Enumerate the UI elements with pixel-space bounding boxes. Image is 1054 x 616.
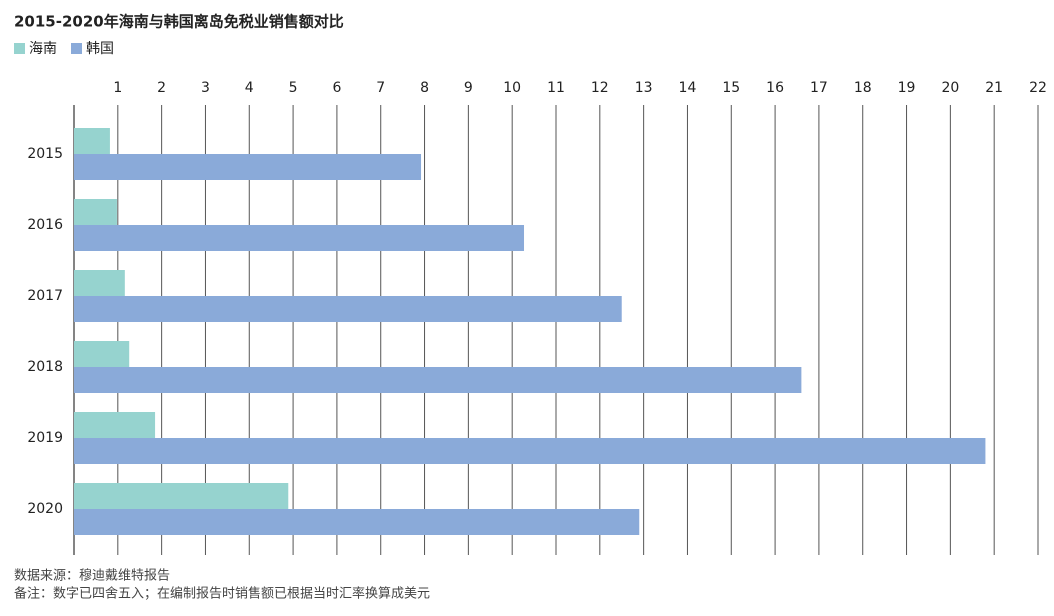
- y-tick-label: 2020: [27, 501, 63, 517]
- bar: [74, 296, 622, 322]
- x-tick-label: 8: [420, 80, 429, 96]
- legend-label: 韩国: [86, 41, 114, 57]
- bar: [74, 509, 640, 535]
- bar: [74, 270, 125, 296]
- bar: [74, 367, 802, 393]
- x-tick-label: 9: [464, 80, 473, 96]
- x-tick-label: 16: [766, 80, 784, 96]
- x-tick-label: 21: [985, 80, 1003, 96]
- x-tick-label: 13: [635, 80, 653, 96]
- note: 备注：数字已四舍五入；在编制报告时销售额已根据当时汇率换算成美元: [14, 586, 430, 602]
- y-tick-label: 2019: [27, 430, 63, 446]
- bar: [74, 128, 110, 154]
- y-tick-label: 2015: [27, 146, 63, 162]
- source: 数据来源：穆迪戴维特报告: [14, 569, 170, 584]
- legend-label: 海南: [29, 41, 57, 57]
- x-tick-label: 2: [157, 80, 166, 96]
- x-tick-label: 19: [898, 80, 916, 96]
- y-tick-label: 2016: [27, 217, 63, 233]
- bar: [74, 154, 422, 180]
- x-tick-label: 6: [332, 80, 341, 96]
- x-tick-label: 10: [503, 80, 521, 96]
- x-tick-label: 11: [547, 80, 565, 96]
- x-tick-label: 17: [810, 80, 828, 96]
- x-tick-label: 1: [113, 80, 122, 96]
- x-tick-label: 5: [289, 80, 298, 96]
- bar: [74, 341, 130, 367]
- x-tick-label: 7: [376, 80, 385, 96]
- bar: [74, 438, 986, 464]
- bar: [74, 483, 289, 509]
- chart-title: 2015-2020年海南与韩国离岛免税业销售额对比: [14, 13, 344, 31]
- x-tick-label: 4: [245, 80, 254, 96]
- bar: [74, 199, 117, 225]
- x-tick-label: 15: [722, 80, 740, 96]
- y-tick-label: 2018: [27, 359, 63, 375]
- x-tick-label: 14: [679, 80, 697, 96]
- x-tick-label: 12: [591, 80, 609, 96]
- legend-swatch: [14, 43, 25, 54]
- x-tick-label: 20: [941, 80, 959, 96]
- x-tick-label: 3: [201, 80, 210, 96]
- legend-swatch: [71, 43, 82, 54]
- y-tick-label: 2017: [27, 288, 63, 304]
- bar: [74, 225, 525, 251]
- bar: [74, 412, 156, 438]
- x-tick-label: 22: [1029, 80, 1047, 96]
- x-tick-label: 18: [854, 80, 872, 96]
